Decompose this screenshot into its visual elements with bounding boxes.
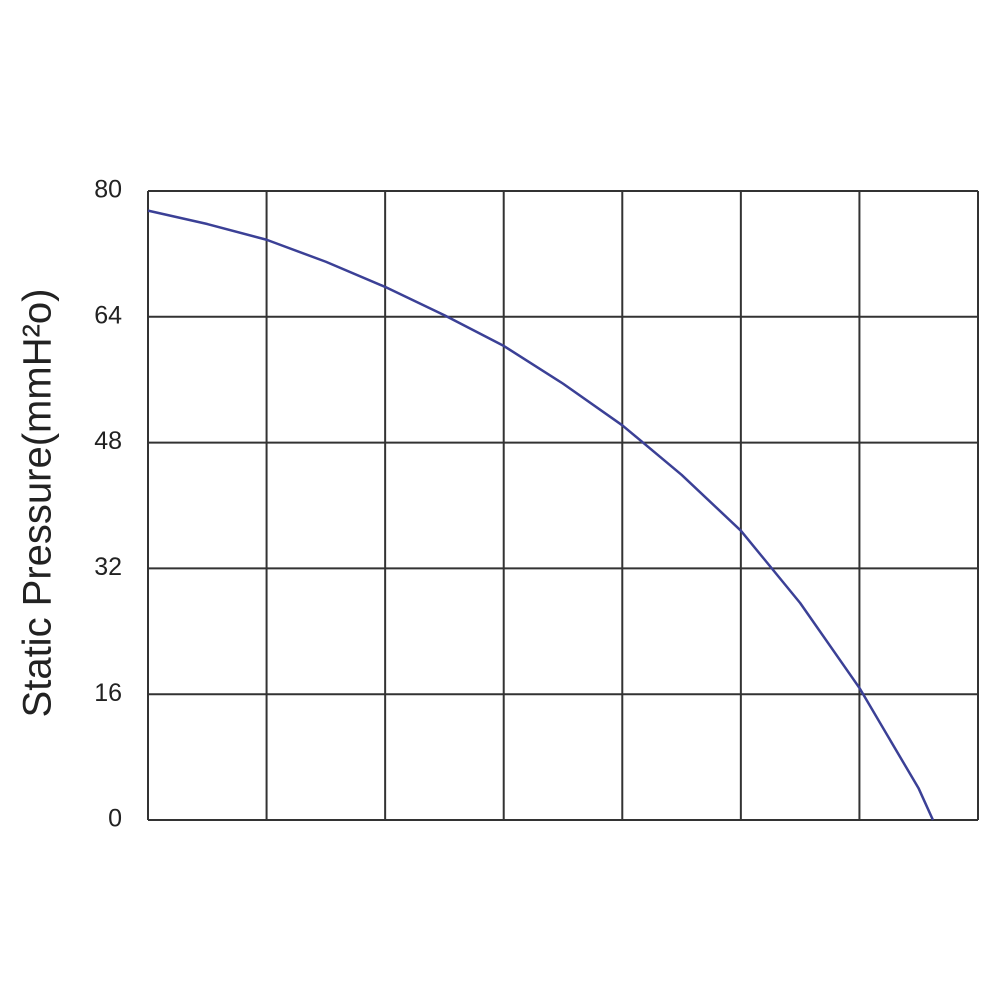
y-tick-label: 0: [108, 805, 122, 833]
y-tick-label: 32: [94, 553, 122, 581]
y-tick-label: 16: [94, 679, 122, 707]
y-axis-label: Static Pressure(mmH²o): [16, 289, 60, 718]
y-tick-label: 48: [94, 427, 122, 455]
data-line: [147, 209, 935, 821]
y-tick-label: 64: [94, 301, 122, 329]
y-tick-label: 80: [94, 176, 122, 204]
